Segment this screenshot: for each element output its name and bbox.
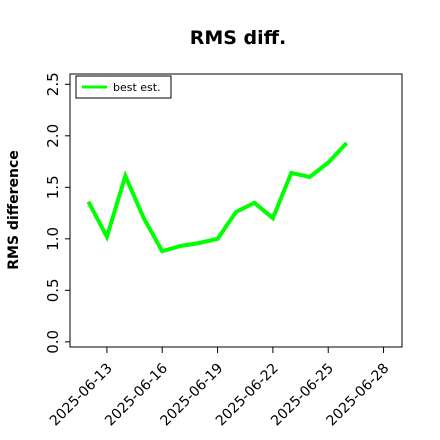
y-tick-label: 1.5 [44,175,62,199]
y-axis-label: RMS difference [6,150,22,270]
series-layer [86,141,349,254]
y-tick-label: 0.0 [44,330,62,354]
series-line [86,141,349,254]
chart-title: RMS diff. [190,27,287,49]
y-tick-label: 2.5 [44,72,62,96]
legend: best est. [75,75,172,99]
y-tick-label: 1.0 [44,227,62,251]
legend-box [75,75,172,99]
y-tick-label: 0.5 [44,278,62,302]
plot-frame [69,73,403,348]
x-axis-ticks: 2025-06-132025-06-162025-06-192025-06-22… [47,347,392,429]
legend-label: best est. [113,81,161,94]
y-tick-label: 2.0 [44,124,62,148]
y-axis-ticks: 0.0 0.5 1.0 1.5 2.0 2.5 [44,72,70,354]
